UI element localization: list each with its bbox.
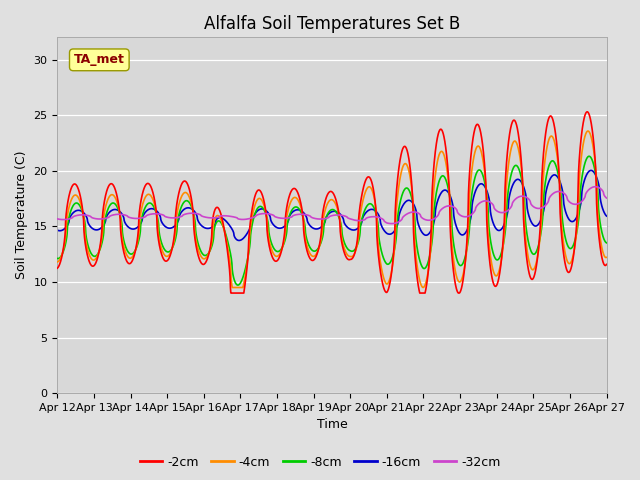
Legend: -2cm, -4cm, -8cm, -16cm, -32cm: -2cm, -4cm, -8cm, -16cm, -32cm [134,451,506,474]
X-axis label: Time: Time [317,419,348,432]
Title: Alfalfa Soil Temperatures Set B: Alfalfa Soil Temperatures Set B [204,15,460,33]
Text: TA_met: TA_met [74,53,125,66]
Y-axis label: Soil Temperature (C): Soil Temperature (C) [15,151,28,279]
